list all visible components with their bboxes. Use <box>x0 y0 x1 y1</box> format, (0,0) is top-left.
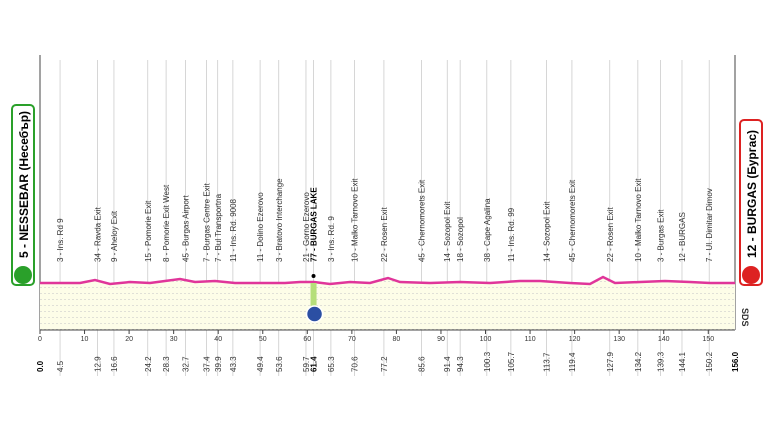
waypoint-label: 15 - Pomorie Exit <box>144 200 153 262</box>
waypoint-label: 38 - Cape Agalina <box>483 198 492 262</box>
km-label: 49.4 <box>256 356 265 372</box>
waypoint-label: 45 - Burgas Airport <box>182 195 191 262</box>
x-tick-label: 100 <box>480 336 492 343</box>
km-label: 144.1 <box>678 351 687 372</box>
km-end-label: 156.0 <box>731 351 740 372</box>
start-label: 5 - NESSEBAR (Несебър) <box>17 111 31 258</box>
waypoint-label: 21 - Gorno Ezerovo <box>302 192 311 262</box>
waypoint-label: 11 - Ins. Rd. 9008 <box>229 198 238 262</box>
km-label: 37.4 <box>203 356 212 372</box>
waypoint-label: 22 - Rosen Exit <box>380 207 389 262</box>
waypoint-label: 3 - Bratovo Interchange <box>275 178 284 262</box>
waypoint-label: 14 - Sozopol Exit <box>443 201 452 262</box>
km-label: 85.6 <box>417 356 426 372</box>
x-tick-label: 120 <box>569 336 581 343</box>
x-tick-label: 70 <box>348 336 356 343</box>
waypoint-label: 8 - Pomorie Exit West <box>162 184 171 262</box>
waypoint-label: 3 - Ins. Rd. 9 <box>327 216 336 262</box>
waypoint-label: 7 - Burgas Centre Exit <box>203 183 212 262</box>
km-label: 127.9 <box>606 351 615 372</box>
highlight-icon <box>305 305 324 323</box>
finish-label: 12 - BURGAS (Бургас) <box>745 130 759 258</box>
km-label: 94.3 <box>456 356 465 372</box>
finish-icon <box>742 266 760 284</box>
km-label: 12.9 <box>93 356 102 372</box>
km-label: 28.3 <box>162 356 171 372</box>
waypoint-label: 22 - Rosen Exit <box>606 207 615 262</box>
x-tick-label: 50 <box>259 336 267 343</box>
km-label: 59.7 <box>302 356 311 372</box>
x-tick-label: 140 <box>658 336 670 343</box>
brand: SDS <box>740 308 750 327</box>
x-tick-label: 130 <box>613 336 625 343</box>
waypoint-label: 11 - Dolino Ezerovo <box>256 192 265 262</box>
x-tick-label: 20 <box>125 336 133 343</box>
km-end-label: 0.0 <box>36 360 45 372</box>
waypoint-label: 34 - Ravda Exit <box>93 207 102 262</box>
x-tick-label: 150 <box>702 336 714 343</box>
km-label: 134.2 <box>634 351 643 372</box>
highlight-bar <box>310 283 317 311</box>
waypoint-label: 77 - BURGAS LAKE <box>310 187 319 262</box>
waypoint-label: 7 - Ul. Dimitar Dimov <box>705 188 714 262</box>
x-tick-label: 80 <box>393 336 401 343</box>
x-tick-label: 0 <box>38 336 42 343</box>
km-label: 24.2 <box>144 356 153 372</box>
waypoint-label: 3 - Burgas Exit <box>657 209 666 262</box>
start-box <box>11 104 35 286</box>
waypoint-label: 11 - Ins. Rd. 99 <box>507 207 516 262</box>
x-tick-label: 90 <box>437 336 445 343</box>
finish-box <box>739 119 763 286</box>
km-label: 4.5 <box>56 360 65 372</box>
start-icon <box>14 266 32 284</box>
km-label: 77.2 <box>380 356 389 372</box>
waypoint-label: 14 - Sozopol Exit <box>543 201 552 262</box>
x-tick-label: 30 <box>170 336 178 343</box>
km-label: 39.9 <box>214 356 223 372</box>
waypoint-label: 18 - Sozopol <box>456 217 465 262</box>
km-label: 53.6 <box>275 356 284 372</box>
km-label: 61.4 <box>310 356 319 372</box>
waypoint-label: 45 - Chernomorets Exit <box>568 179 577 262</box>
km-label: 65.3 <box>327 356 336 372</box>
waypoint-label: 10 - Malko Tarnovo Exit <box>351 178 360 262</box>
waypoint-label: 45 - Chernomorets Exit <box>417 179 426 262</box>
km-label: 16.6 <box>110 356 119 372</box>
km-label: 119.4 <box>568 352 577 372</box>
km-label: 113.7 <box>543 352 552 372</box>
profile-line <box>40 275 735 286</box>
waypoint-label: 7 - Bul Transportna <box>214 193 223 262</box>
waypoint-label: 10 - Malko Tarnovo Exit <box>634 178 643 262</box>
x-tick-label: 40 <box>214 336 222 343</box>
km-label: 150.2 <box>705 351 714 372</box>
km-label: 70.6 <box>351 356 360 372</box>
waypoint-label: 12 - BURGAS <box>678 212 687 262</box>
km-label: 100.3 <box>483 351 492 372</box>
highlight-dot <box>311 274 316 278</box>
x-tick-label: 110 <box>524 336 535 343</box>
waypoint-label: 9 - Aheloy Exit <box>110 210 119 262</box>
km-label: 105.7 <box>507 351 516 372</box>
km-label: 91.4 <box>443 356 452 372</box>
x-tick-label: 10 <box>81 336 89 343</box>
km-label: 139.3 <box>657 351 666 372</box>
km-label: 43.3 <box>229 356 238 372</box>
x-tick-label: 60 <box>303 336 311 343</box>
km-label: 32.7 <box>182 356 191 372</box>
waypoint-label: 3 - Ins. Rd 9 <box>56 218 65 262</box>
profile-area <box>40 277 735 330</box>
